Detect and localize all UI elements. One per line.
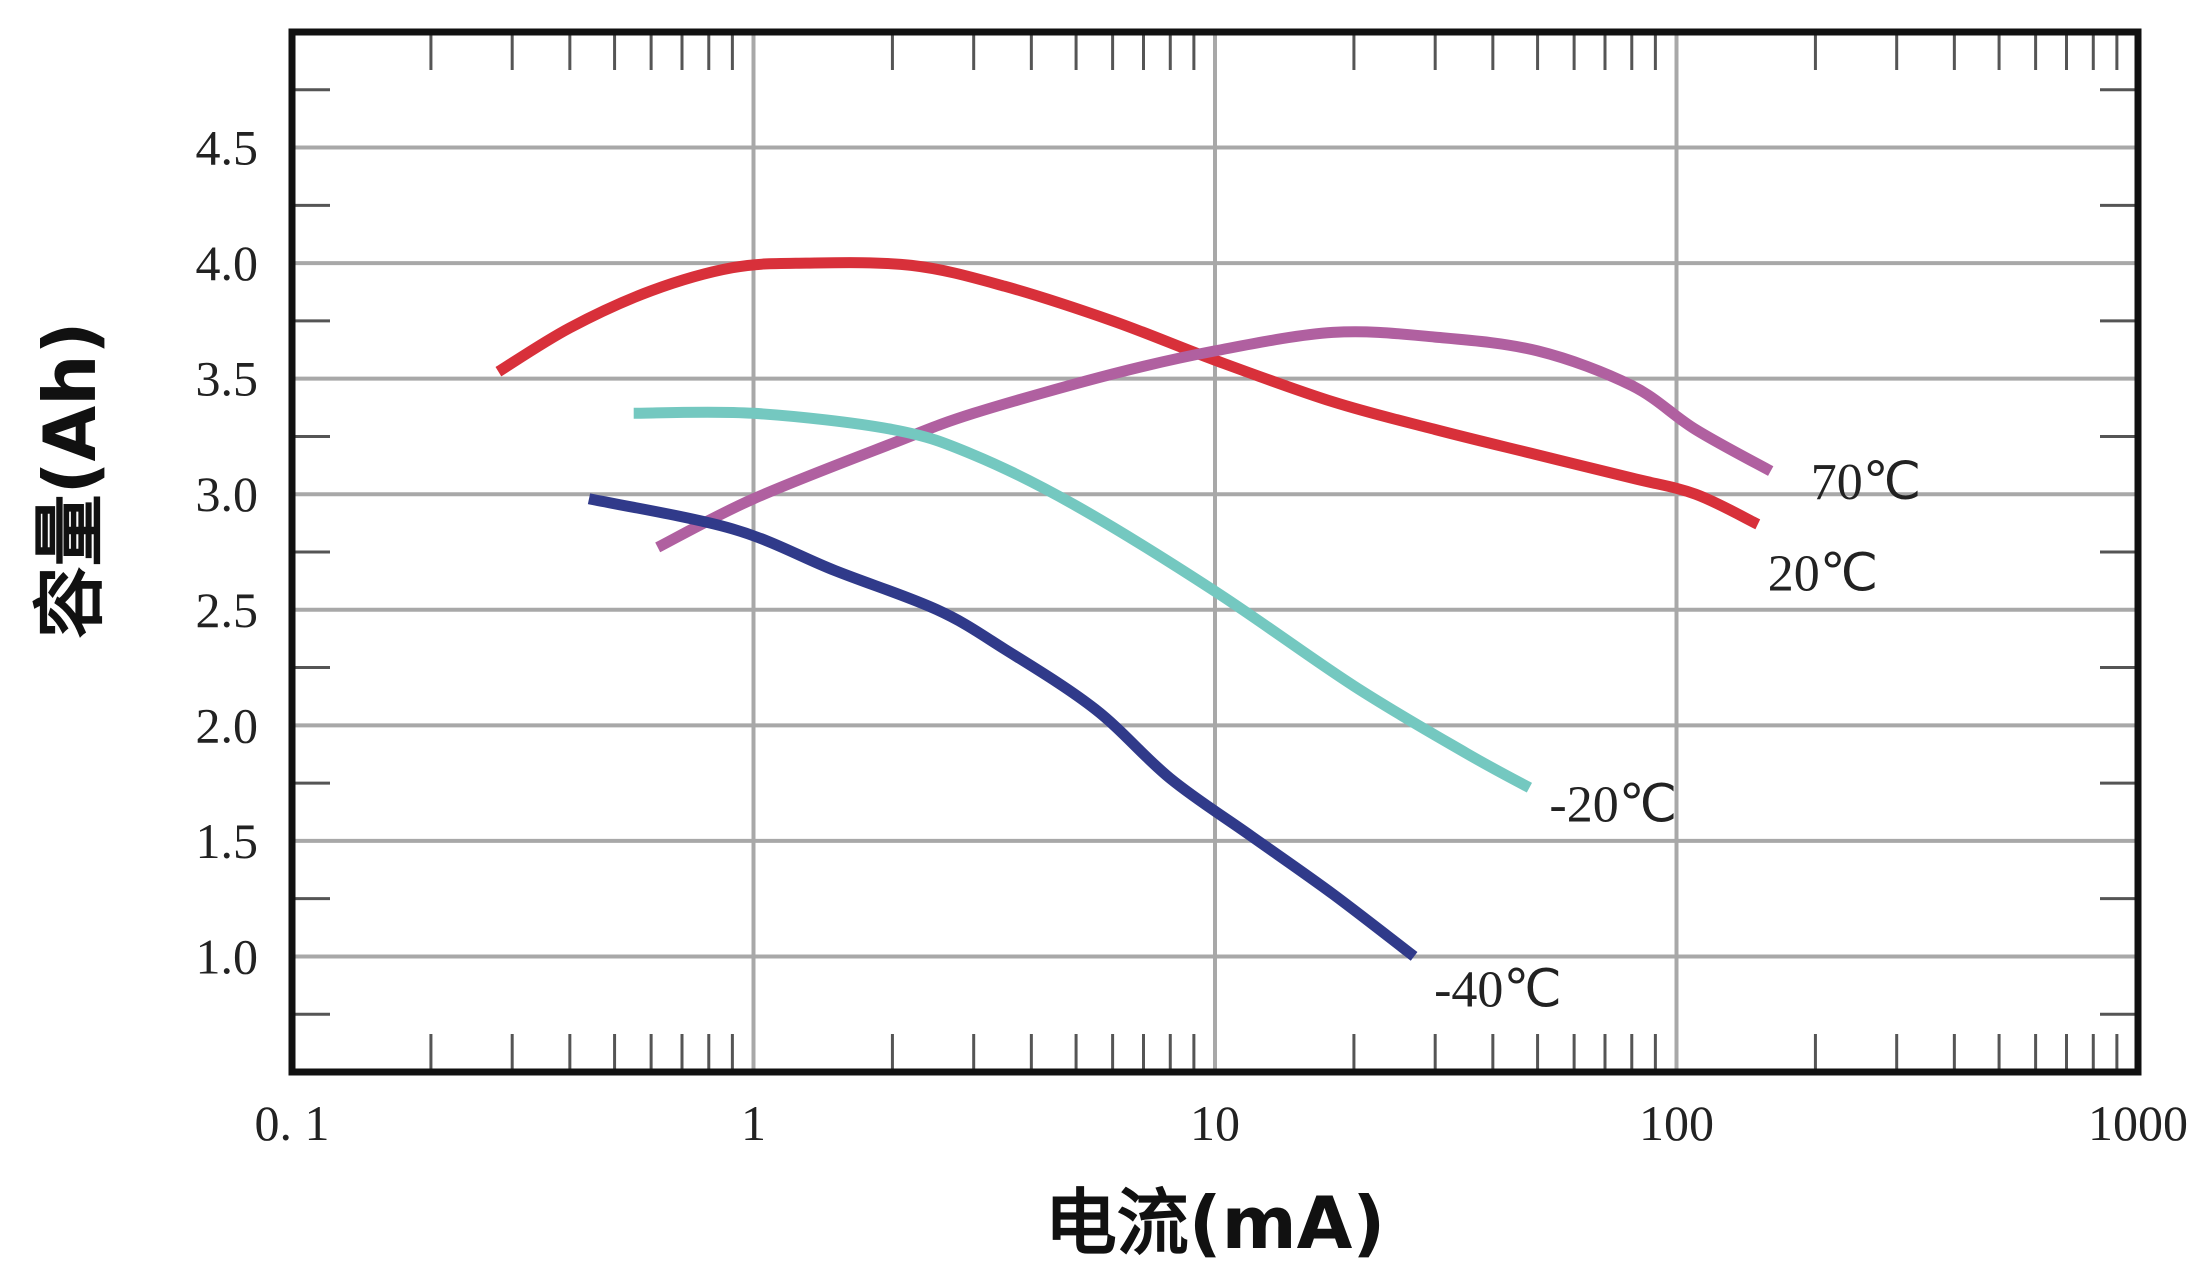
y-tick-label: 3.5 xyxy=(196,351,259,407)
series-label-3: -40℃ xyxy=(1434,961,1562,1018)
y-tick-label: 4.5 xyxy=(196,120,259,176)
y-tick-label: 4.0 xyxy=(196,235,259,291)
series-line-3 xyxy=(587,493,1418,961)
tick-labels: 1.0 1.5 2.0 2.5 3.0 3.5 4.0 4.5 0. 1 1 10 100 1000 xyxy=(196,120,2189,1151)
x-tick-label: 1000 xyxy=(2088,1095,2188,1151)
series-line-1 xyxy=(655,326,1774,553)
series-line-0 xyxy=(495,257,1761,530)
y-tick-label: 1.0 xyxy=(196,928,259,984)
series-group xyxy=(495,257,1774,961)
y-tick-label: 2.5 xyxy=(196,582,259,638)
series-label-2: -20℃ xyxy=(1549,777,1677,834)
series-label-1: 70℃ xyxy=(1811,454,1921,511)
y-tick-label: 3.0 xyxy=(196,466,259,522)
series-line-2 xyxy=(633,406,1533,793)
plot-frame xyxy=(288,28,2142,1076)
x-tick-label: 0. 1 xyxy=(255,1095,330,1151)
x-tick-label: 1 xyxy=(741,1095,766,1151)
y-tick-label: 1.5 xyxy=(196,813,259,869)
x-tick-label: 100 xyxy=(1639,1095,1714,1151)
grid xyxy=(292,32,2138,1072)
series-label-0: 20℃ xyxy=(1768,545,1878,602)
y-tick-label: 2.0 xyxy=(196,697,259,753)
x-tick-label: 10 xyxy=(1190,1095,1240,1151)
series-labels: 20℃ 70℃ -20℃ -40℃ xyxy=(1434,454,1921,1018)
y-axis-title: 容量(Ah) xyxy=(28,322,112,639)
x-axis-title: 电流(mA) xyxy=(1045,1181,1386,1265)
minor-ticks xyxy=(292,32,2138,1072)
